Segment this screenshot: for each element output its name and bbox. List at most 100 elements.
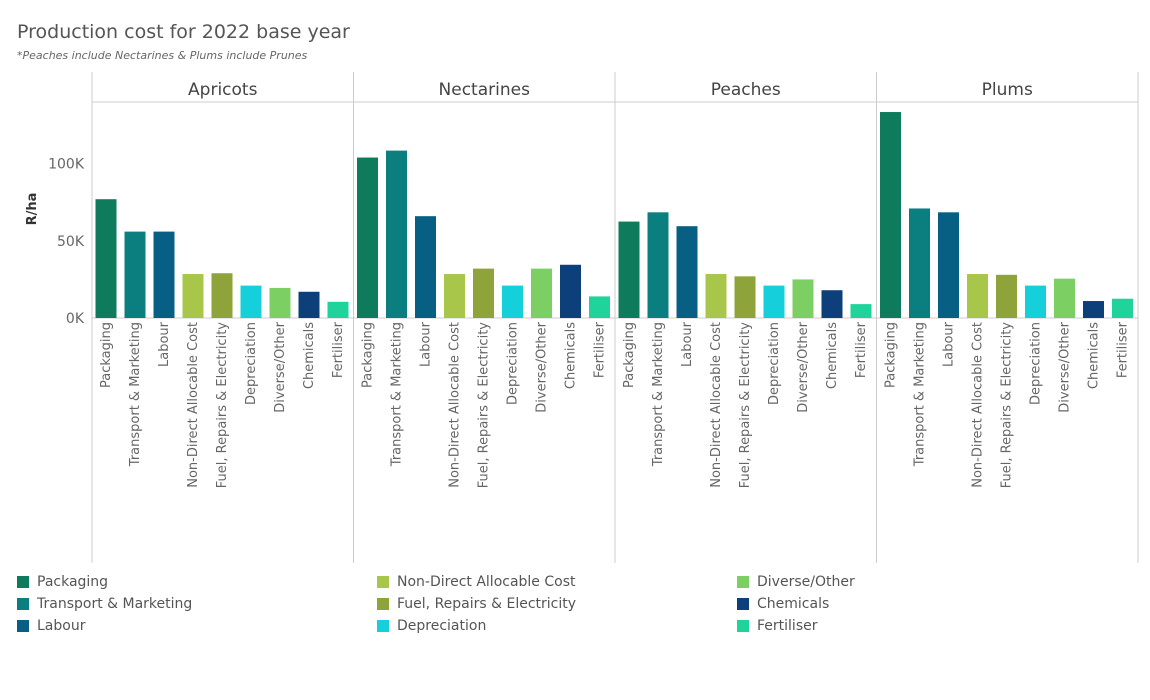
bar-plums-transport-marketing: [909, 208, 930, 318]
x-tick-label: Diverse/Other: [1058, 321, 1073, 412]
x-tick-label: Diverse/Other: [273, 321, 288, 412]
x-tick-label: Non-Direct Allocable Cost: [709, 322, 724, 488]
bar-plums-depreciation: [1025, 285, 1046, 318]
legend-label: Depreciation: [397, 618, 487, 634]
x-tick-label: Chemicals: [302, 322, 317, 389]
x-tick-label: Packaging: [622, 322, 637, 388]
bar-peaches-diverse-other: [792, 279, 814, 318]
legend-swatch: [377, 598, 389, 610]
legend: Packaging Transport & Marketing Labour Non-…: [17, 573, 1117, 643]
x-tick-label: Fuel, Repairs & Electricity: [738, 322, 753, 489]
panel-header-plums: Plums: [982, 80, 1033, 100]
bar-plums-packaging: [880, 112, 901, 319]
x-tick-label: Fertiliser: [854, 321, 869, 378]
panel-header-nectarines: Nectarines: [439, 80, 531, 100]
legend-swatch: [17, 620, 29, 632]
bar-peaches-chemicals: [821, 290, 843, 318]
x-tick-label: Depreciation: [506, 322, 521, 405]
y-tick-label: 100K: [48, 157, 85, 173]
x-tick-label: Transport & Marketing: [390, 322, 405, 467]
x-tick-label: Labour: [419, 321, 434, 367]
bar-plums-fertiliser: [1112, 298, 1133, 318]
x-tick-label: Depreciation: [767, 322, 782, 405]
legend-swatch: [737, 598, 749, 610]
x-tick-label: Chemicals: [564, 322, 579, 389]
x-tick-label: Chemicals: [1087, 322, 1102, 389]
bar-apricots-fuel-repairs-electricity: [211, 273, 233, 318]
legend-swatch: [17, 598, 29, 610]
x-tick-label: Labour: [942, 321, 957, 367]
legend-label: Diverse/Other: [757, 574, 855, 590]
x-tick-label: Fertiliser: [593, 321, 608, 378]
x-tick-label: Depreciation: [244, 322, 259, 405]
panel-header-apricots: Apricots: [188, 80, 258, 100]
bar-peaches-non-direct-allocable-cost: [705, 274, 727, 318]
bar-nectarines-transport-marketing: [386, 150, 407, 318]
bar-apricots-labour: [153, 231, 175, 318]
bar-peaches-transport-marketing: [647, 212, 669, 318]
legend-label: Chemicals: [757, 596, 830, 612]
x-tick-label: Packaging: [884, 322, 899, 388]
legend-item-transport-marketing[interactable]: Transport & Marketing: [17, 595, 192, 613]
legend-label: Transport & Marketing: [37, 596, 193, 612]
legend-swatch: [17, 576, 29, 588]
bar-nectarines-depreciation: [502, 285, 523, 318]
x-tick-label: Packaging: [99, 322, 114, 388]
bar-apricots-chemicals: [298, 291, 320, 318]
bar-peaches-labour: [676, 226, 698, 318]
bar-apricots-depreciation: [240, 285, 262, 318]
legend-item-labour[interactable]: Labour: [17, 617, 85, 635]
x-tick-label: Non-Direct Allocable Cost: [186, 322, 201, 488]
x-tick-label: Fuel, Repairs & Electricity: [215, 322, 230, 489]
bar-peaches-fuel-repairs-electricity: [734, 276, 756, 318]
x-tick-label: Chemicals: [825, 322, 840, 389]
bar-nectarines-packaging: [357, 157, 378, 318]
legend-swatch: [737, 620, 749, 632]
bar-apricots-fertiliser: [327, 301, 349, 318]
x-tick-label: Diverse/Other: [796, 321, 811, 412]
bar-apricots-non-direct-allocable-cost: [182, 274, 204, 318]
legend-item-non-direct-allocable-cost[interactable]: Non-Direct Allocable Cost: [377, 573, 576, 591]
x-tick-label: Diverse/Other: [535, 321, 550, 412]
bar-nectarines-labour: [415, 216, 436, 318]
x-tick-label: Transport & Marketing: [128, 322, 143, 467]
legend-item-chemicals[interactable]: Chemicals: [737, 595, 829, 613]
panel-header-peaches: Peaches: [711, 80, 781, 100]
x-tick-label: Labour: [680, 321, 695, 367]
chart-title: Production cost for 2022 base year: [17, 21, 350, 43]
bar-nectarines-fertiliser: [589, 296, 610, 318]
x-tick-label: Transport & Marketing: [913, 322, 928, 467]
bar-nectarines-non-direct-allocable-cost: [444, 274, 465, 318]
bar-apricots-transport-marketing: [124, 231, 146, 318]
bar-nectarines-fuel-repairs-electricity: [473, 268, 494, 318]
y-tick-label: 50K: [57, 234, 85, 250]
legend-item-diverse-other[interactable]: Diverse/Other: [737, 573, 855, 591]
legend-swatch: [377, 620, 389, 632]
x-tick-label: Non-Direct Allocable Cost: [448, 322, 463, 488]
y-tick-label: 0K: [66, 311, 85, 327]
bar-plums-non-direct-allocable-cost: [967, 274, 988, 318]
legend-item-depreciation[interactable]: Depreciation: [377, 617, 486, 635]
bar-peaches-fertiliser: [850, 304, 872, 318]
legend-item-fertiliser[interactable]: Fertiliser: [737, 617, 817, 635]
bar-nectarines-chemicals: [560, 264, 581, 318]
x-tick-label: Packaging: [361, 322, 376, 388]
x-tick-label: Fertiliser: [331, 321, 346, 378]
legend-label: Fuel, Repairs & Electricity: [397, 596, 577, 612]
legend-swatch: [737, 576, 749, 588]
legend-item-packaging[interactable]: Packaging: [17, 573, 108, 591]
bar-apricots-packaging: [95, 199, 117, 318]
bar-apricots-diverse-other: [269, 287, 291, 318]
legend-label: Non-Direct Allocable Cost: [397, 574, 576, 590]
x-tick-label: Transport & Marketing: [651, 322, 666, 467]
bar-plums-diverse-other: [1054, 278, 1075, 318]
bar-nectarines-diverse-other: [531, 268, 552, 318]
x-tick-label: Non-Direct Allocable Cost: [971, 322, 986, 488]
legend-item-fuel-repairs-electricity[interactable]: Fuel, Repairs & Electricity: [377, 595, 576, 613]
x-tick-label: Depreciation: [1029, 322, 1044, 405]
bar-plums-chemicals: [1083, 301, 1104, 318]
legend-label: Fertiliser: [757, 618, 818, 634]
y-axis-title: R/ha: [25, 193, 40, 226]
bar-peaches-depreciation: [763, 285, 785, 318]
